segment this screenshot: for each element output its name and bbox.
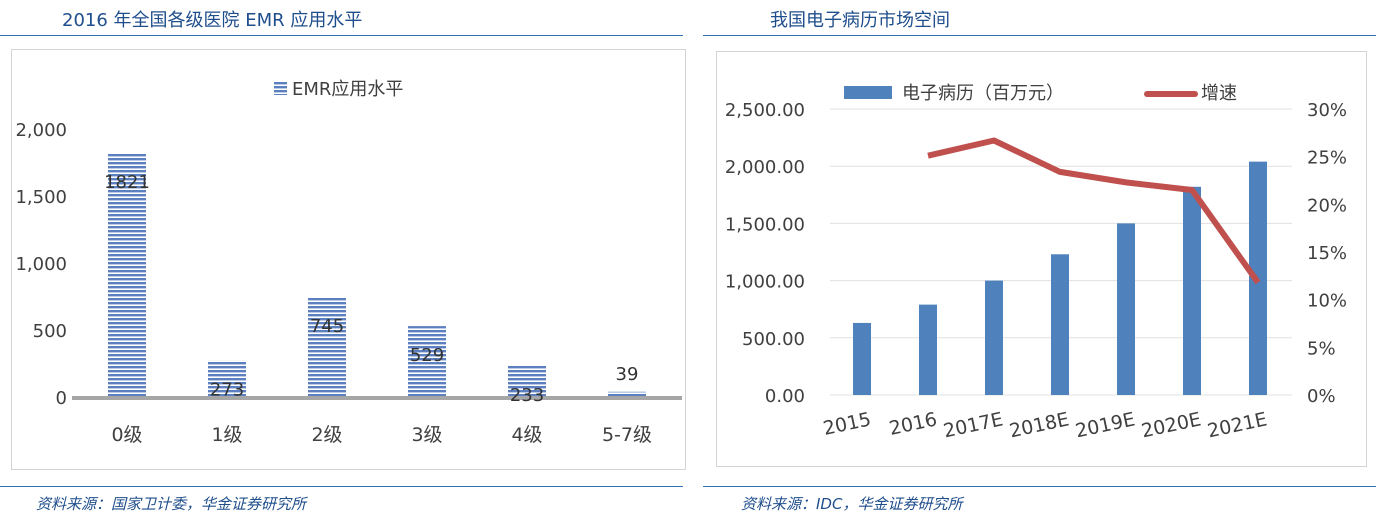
right-xtick-label: 2019E xyxy=(1073,408,1137,442)
left-xtick-label: 0级 xyxy=(111,424,142,446)
left-source-rule xyxy=(0,486,683,487)
left-legend-swatch xyxy=(274,82,287,95)
right-right-ytick-label: 10% xyxy=(1307,291,1347,312)
left-ytick-label: 1,500 xyxy=(15,187,67,208)
left-data-label: 529 xyxy=(410,345,444,366)
right-xtick-label: 2015 xyxy=(821,408,873,440)
right-bar-2019E xyxy=(1117,223,1135,395)
right-xtick-label: 2018E xyxy=(1007,408,1071,442)
right-right-ytick-label: 15% xyxy=(1307,243,1347,264)
left-bar-5-7级 xyxy=(608,391,646,397)
right-left-ytick-label: 1,000.00 xyxy=(725,272,805,293)
right-bar-2020E xyxy=(1183,186,1201,395)
left-ytick-label: 0 xyxy=(56,388,67,409)
right-left-ytick-label: 500.00 xyxy=(742,329,805,350)
left-source-note: 资料来源：国家卫计委，华金证券研究所 xyxy=(36,495,307,513)
right-title-rule xyxy=(703,35,1376,36)
left-data-label: 273 xyxy=(210,379,244,400)
left-data-label: 233 xyxy=(510,385,544,406)
right-legend-bar-label: 电子病历（百万元） xyxy=(902,83,1064,104)
right-right-ytick-label: 25% xyxy=(1307,148,1347,169)
left-title-rule xyxy=(0,35,683,36)
right-bar-2018E xyxy=(1051,254,1069,395)
left-bar-0级 xyxy=(108,152,146,397)
right-growth-line xyxy=(927,137,1261,285)
right-legend-line-label: 增速 xyxy=(1201,83,1237,104)
left-bar-2级 xyxy=(308,297,346,397)
left-xtick-label: 2级 xyxy=(311,424,342,446)
right-xtick-label: 2017E xyxy=(941,408,1005,442)
left-chart: 0 500 1,000 1,500 2,000 1821 273 745 529 233 39 0级 1… xyxy=(15,79,682,446)
right-right-ytick-label: 5% xyxy=(1307,338,1336,359)
right-chart-title: 我国电子病历市场空间 xyxy=(770,10,950,31)
left-bar-3级 xyxy=(408,326,446,397)
left-xtick-label: 4级 xyxy=(511,424,542,446)
right-xtick-label: 2020E xyxy=(1139,408,1203,442)
right-chart: 0.00 500.00 1,000.00 1,500.00 2,000.00 2,500.… xyxy=(725,83,1347,442)
right-right-ytick-label: 0% xyxy=(1307,386,1336,407)
right-legend-bar-swatch xyxy=(844,86,892,99)
right-xtick-label: 2016 xyxy=(887,408,939,440)
left-ytick-label: 500 xyxy=(33,321,67,342)
left-data-label: 745 xyxy=(310,316,344,337)
left-data-label: 39 xyxy=(616,364,639,385)
left-legend-label: EMR应用水平 xyxy=(292,79,403,100)
right-bar-2015 xyxy=(853,322,871,395)
left-ytick-label: 1,000 xyxy=(15,254,67,275)
right-source-note: 资料来源：IDC，华金证券研究所 xyxy=(741,495,963,513)
right-chart-frame: 0.00 500.00 1,000.00 1,500.00 2,000.00 2,500.… xyxy=(716,51,1367,467)
right-right-ytick-label: 20% xyxy=(1307,195,1347,216)
right-left-ytick-label: 1,500.00 xyxy=(725,214,805,235)
right-bar-2016 xyxy=(919,304,937,395)
left-bar-1级 xyxy=(208,360,246,397)
right-source-rule xyxy=(703,486,1376,487)
left-bar-4级 xyxy=(508,365,546,397)
left-xtick-label: 3级 xyxy=(411,424,442,446)
right-left-ytick-label: 2,500.00 xyxy=(725,100,805,121)
left-data-label: 1821 xyxy=(104,172,150,193)
left-chart-title: 2016 年全国各级医院 EMR 应用水平 xyxy=(62,10,363,31)
right-left-ytick-label: 2,000.00 xyxy=(725,157,805,178)
left-xtick-label: 1级 xyxy=(211,424,242,446)
left-xtick-label: 5-7级 xyxy=(602,424,652,446)
right-right-ytick-label: 30% xyxy=(1307,100,1347,121)
left-chart-frame: 0 500 1,000 1,500 2,000 1821 273 745 529 233 39 0级 1… xyxy=(11,49,686,470)
right-bar-2017E xyxy=(985,280,1003,395)
left-ytick-label: 2,000 xyxy=(15,120,67,141)
right-left-ytick-label: 0.00 xyxy=(765,386,805,407)
right-xtick-label: 2021E xyxy=(1205,408,1269,442)
